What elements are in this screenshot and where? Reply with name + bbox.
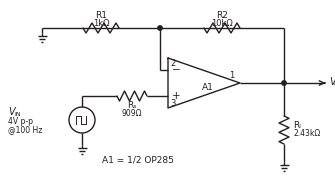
Text: IN: IN	[14, 112, 21, 117]
Text: 3: 3	[170, 99, 176, 108]
Text: −: −	[172, 65, 180, 75]
Text: 1kΩ: 1kΩ	[93, 19, 109, 28]
Text: A1: A1	[202, 83, 214, 91]
Text: @100 Hz: @100 Hz	[8, 125, 42, 134]
Text: 10kΩ: 10kΩ	[211, 19, 233, 28]
Circle shape	[158, 26, 162, 30]
Text: R1: R1	[95, 11, 107, 20]
Text: OUT: OUT	[334, 83, 335, 87]
Text: 4V p-p: 4V p-p	[8, 117, 33, 126]
Text: V: V	[8, 107, 15, 117]
Text: Rₛ: Rₛ	[127, 101, 137, 111]
Circle shape	[282, 81, 286, 85]
Text: 1: 1	[229, 70, 234, 79]
Text: 2.43kΩ: 2.43kΩ	[293, 129, 320, 138]
Text: V: V	[329, 77, 335, 87]
Text: +: +	[172, 91, 180, 101]
Text: 2: 2	[171, 58, 176, 67]
Text: A1 = 1/2 OP285: A1 = 1/2 OP285	[102, 155, 174, 164]
Text: Rₗ: Rₗ	[293, 121, 301, 130]
Text: R2: R2	[216, 11, 228, 20]
Text: 909Ω: 909Ω	[122, 108, 142, 117]
